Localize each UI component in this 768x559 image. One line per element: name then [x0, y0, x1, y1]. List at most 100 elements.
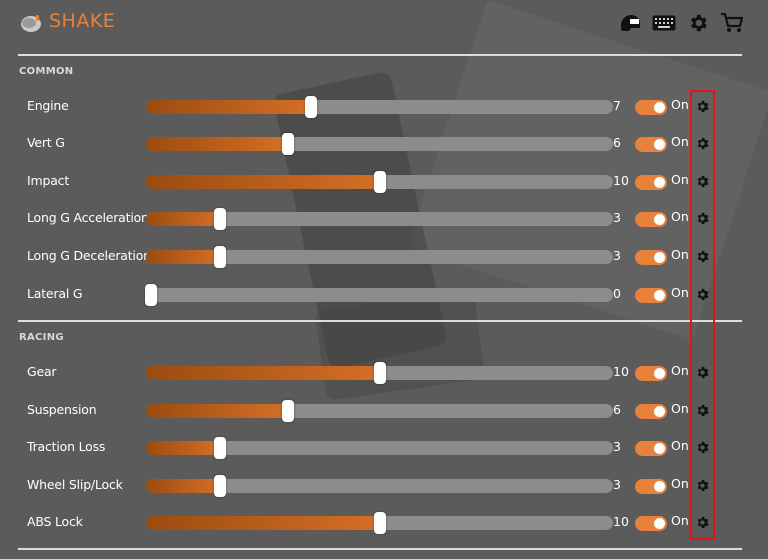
setting-row-suspension: Suspension 6 On — [0, 395, 768, 425]
setting-row-gear: Gear 10 On — [0, 357, 768, 387]
toggle-knob — [654, 214, 665, 225]
setting-value: 3 — [613, 210, 621, 225]
gear-column-highlight — [690, 90, 715, 540]
setting-label: Engine — [27, 98, 69, 113]
engine-toggle[interactable] — [635, 100, 667, 115]
gear-icon[interactable] — [695, 287, 710, 302]
toggle-knob — [654, 518, 665, 529]
setting-row-traction-loss: Traction Loss 3 On — [0, 432, 768, 462]
setting-label: Vert G — [27, 135, 65, 150]
gear-icon[interactable] — [695, 249, 710, 264]
setting-row-impact: Impact 10 On — [0, 166, 768, 196]
toggle-label: On — [671, 513, 689, 528]
toggle-knob — [654, 406, 665, 417]
slider-thumb[interactable] — [374, 512, 386, 534]
gear-toggle[interactable] — [635, 366, 667, 381]
suspension-toggle[interactable] — [635, 404, 667, 419]
gear-icon[interactable] — [695, 365, 710, 380]
gear-icon[interactable] — [695, 515, 710, 530]
setting-label: Long G Acceleration — [27, 210, 149, 225]
suspension-slider[interactable] — [146, 400, 613, 422]
setting-label: ABS Lock — [27, 514, 83, 529]
setting-label: Traction Loss — [27, 439, 106, 454]
setting-value: 3 — [613, 477, 621, 492]
vert-g-toggle[interactable] — [635, 137, 667, 152]
abs-lock-toggle[interactable] — [635, 516, 667, 531]
section-divider — [18, 320, 742, 322]
gear-icon[interactable] — [695, 174, 710, 189]
wheel-slip-lock-slider[interactable] — [146, 475, 613, 497]
toggle-label: On — [671, 363, 689, 378]
toggle-label: On — [671, 209, 689, 224]
setting-label: Lateral G — [27, 286, 83, 301]
setting-label: Suspension — [27, 402, 97, 417]
long-g-acceleration-slider[interactable] — [146, 208, 613, 230]
toggle-label: On — [671, 285, 689, 300]
setting-value: 3 — [613, 248, 621, 263]
gear-icon[interactable] — [695, 403, 710, 418]
setting-value: 3 — [613, 439, 621, 454]
gear-icon[interactable] — [695, 211, 710, 226]
slider-fill — [146, 100, 312, 114]
slider-thumb[interactable] — [282, 133, 295, 155]
wheel-slip-lock-toggle[interactable] — [635, 479, 667, 494]
toggle-label: On — [671, 97, 689, 112]
slider-fill — [146, 137, 289, 151]
header: SHAKE — [0, 0, 768, 50]
gear-icon[interactable] — [686, 11, 710, 35]
setting-row-engine: Engine 7 On — [0, 91, 768, 121]
lateral-g-toggle[interactable] — [635, 288, 667, 303]
gear-icon[interactable] — [695, 478, 710, 493]
setting-row-long-g-acceleration: Long G Acceleration 3 On — [0, 203, 768, 233]
gear-icon[interactable] — [695, 99, 710, 114]
app-title: SHAKE — [49, 10, 116, 32]
toggle-knob — [654, 368, 665, 379]
toggle-label: On — [671, 476, 689, 491]
slider-fill — [146, 479, 220, 493]
setting-value: 6 — [613, 135, 621, 150]
gear-icon[interactable] — [695, 440, 710, 455]
long-g-acceleration-toggle[interactable] — [635, 212, 667, 227]
slider-fill — [146, 212, 220, 226]
engine-slider[interactable] — [146, 96, 613, 118]
long-g-deceleration-toggle[interactable] — [635, 250, 667, 265]
slider-thumb[interactable] — [213, 246, 226, 268]
vert-g-slider[interactable] — [146, 133, 613, 155]
toggle-knob — [654, 252, 665, 263]
setting-value: 10 — [613, 173, 629, 188]
abs-lock-slider[interactable] — [146, 512, 613, 534]
long-g-deceleration-slider[interactable] — [146, 246, 613, 268]
gear-slider[interactable] — [146, 362, 613, 384]
setting-row-abs-lock: ABS Lock 10 On — [0, 507, 768, 537]
slider-fill — [146, 404, 289, 418]
footer-divider — [18, 548, 742, 550]
impact-slider[interactable] — [146, 171, 613, 193]
gear-icon[interactable] — [695, 136, 710, 151]
setting-row-lateral-g: Lateral G 0 On — [0, 279, 768, 309]
slider-thumb[interactable] — [374, 171, 386, 193]
setting-row-wheel-slip-lock: Wheel Slip/Lock 3 On — [0, 470, 768, 500]
slider-thumb[interactable] — [282, 400, 295, 422]
lateral-g-slider[interactable] — [145, 284, 613, 306]
cart-icon[interactable] — [720, 11, 744, 35]
setting-label: Long G Deceleration — [27, 248, 151, 263]
slider-thumb[interactable] — [305, 96, 318, 118]
traction-loss-toggle[interactable] — [635, 441, 667, 456]
impact-toggle[interactable] — [635, 175, 667, 190]
traction-loss-slider[interactable] — [146, 437, 613, 459]
setting-value: 6 — [613, 402, 621, 417]
slider-thumb[interactable] — [145, 284, 157, 306]
toggle-knob — [654, 443, 665, 454]
helmet-icon[interactable] — [618, 11, 642, 35]
slider-thumb[interactable] — [374, 362, 386, 384]
setting-value: 10 — [613, 364, 629, 379]
slider-fill — [146, 441, 220, 455]
keyboard-icon[interactable] — [652, 11, 676, 35]
slider-thumb[interactable] — [213, 208, 226, 230]
setting-row-long-g-deceleration: Long G Deceleration 3 On — [0, 241, 768, 271]
setting-value: 0 — [613, 286, 621, 301]
slider-thumb[interactable] — [213, 437, 226, 459]
toggle-label: On — [671, 247, 689, 262]
toggle-knob — [654, 177, 665, 188]
slider-thumb[interactable] — [213, 475, 226, 497]
